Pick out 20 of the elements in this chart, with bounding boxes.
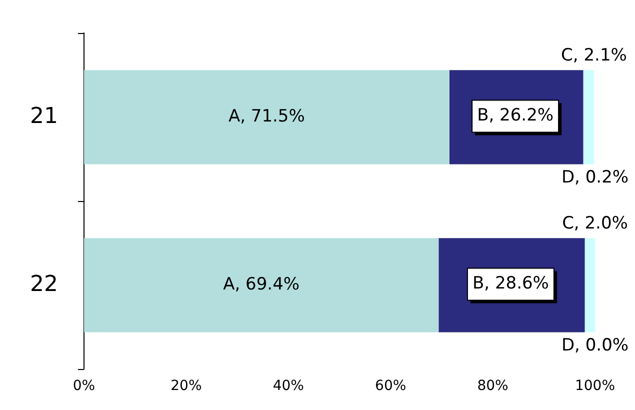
data-label: D, 0.2% <box>561 168 629 188</box>
bar <box>584 238 595 332</box>
data-label: B, 28.6% <box>472 274 549 294</box>
x-tick-label: 20% <box>170 378 202 394</box>
x-tick-label: 60% <box>375 378 406 394</box>
bar <box>84 238 439 332</box>
data-label: D, 0.0% <box>561 336 629 356</box>
x-tick-label: 0% <box>72 378 96 394</box>
bar <box>583 70 594 164</box>
y-tick-label: 22 <box>30 272 58 297</box>
data-label: C, 2.1% <box>561 46 627 66</box>
x-tick-label: 80% <box>477 378 508 394</box>
x-tick-label: 100% <box>574 378 616 394</box>
data-label: A, 69.4% <box>223 274 300 295</box>
data-label: B, 26.2% <box>477 106 554 126</box>
y-tick-label: 21 <box>30 104 58 129</box>
data-label: A, 71.5% <box>228 106 305 127</box>
data-label: C, 2.0% <box>562 214 628 234</box>
x-tick-label: 40% <box>272 378 304 394</box>
bar <box>84 70 450 164</box>
